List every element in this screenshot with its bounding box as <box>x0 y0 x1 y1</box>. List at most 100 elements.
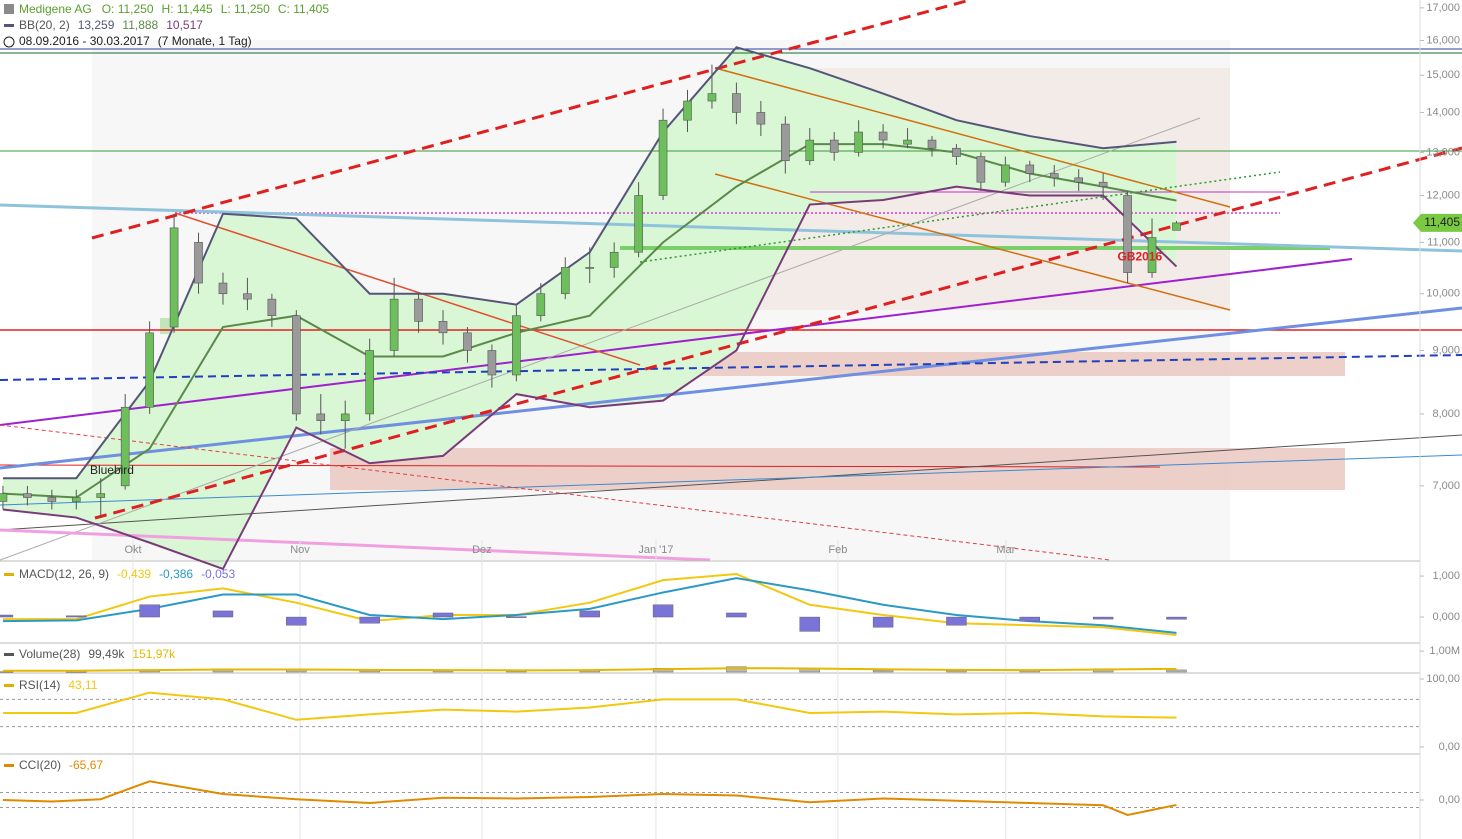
legend-text: CCI(20) -65,67 <box>19 758 103 772</box>
legend-swatch <box>4 573 14 576</box>
y-tick-label: 8,000 <box>1432 408 1460 420</box>
histogram-bar <box>1092 616 1114 620</box>
histogram-bar <box>579 610 600 618</box>
candle-body <box>194 242 203 284</box>
candle-body <box>365 350 374 415</box>
candle-body <box>976 156 986 183</box>
indicator-line <box>2 667 1177 672</box>
y-tick-label: 1,000 <box>1432 570 1460 582</box>
y-tick-label: 11,000 <box>1427 236 1460 248</box>
histogram-bar <box>946 670 967 673</box>
trend-line <box>0 258 1353 426</box>
y-tick-label: 0,000 <box>1432 611 1460 623</box>
candle-body <box>634 195 643 253</box>
x-tick-label: Okt <box>124 544 141 556</box>
legend-item: MACD(12, 26, 9) <box>19 567 109 581</box>
histogram-bar <box>506 616 527 618</box>
candle-body <box>903 139 912 145</box>
value: 11,888 <box>122 18 158 32</box>
y-tick-label: 9,000 <box>1432 344 1460 356</box>
icon <box>4 4 14 14</box>
candle-body <box>683 100 692 121</box>
legend-swatch <box>4 653 14 656</box>
header-line-3: 08.09.2016 - 30.03.2017 (7 Monate, 1 Tag) <box>19 34 252 48</box>
candle-body <box>463 332 472 351</box>
candle-body <box>1025 164 1035 174</box>
span: (7 Monate, 1 Tag) <box>158 34 252 48</box>
indicator-line <box>2 780 1177 817</box>
y-tick-label: 7,000 <box>1432 480 1460 492</box>
value: 13,259 <box>78 18 115 32</box>
candle-body <box>560 267 570 295</box>
candle-body <box>854 131 863 153</box>
legend-item: -0,053 <box>201 567 235 581</box>
histogram-bar <box>66 615 87 618</box>
trend-line <box>0 528 711 562</box>
indicator-line <box>2 691 1177 721</box>
candle-body <box>120 406 130 487</box>
candle-body <box>658 119 668 196</box>
candle-body <box>1001 164 1010 183</box>
candle-body <box>218 282 228 295</box>
h-line <box>0 464 1161 468</box>
y-tick-label: 17,000 <box>1426 2 1460 14</box>
candle-body <box>536 293 546 317</box>
legend-swatch <box>4 764 14 767</box>
symbol: Medigene AG <box>19 2 92 16</box>
y-tick-label: 16,000 <box>1426 34 1460 46</box>
y-tick-label: 14,000 <box>1426 106 1460 118</box>
histogram-bar <box>726 612 747 618</box>
candle-body <box>512 315 521 376</box>
histogram-bar <box>872 670 894 673</box>
trend-line <box>0 203 1462 253</box>
candle-body <box>47 497 57 502</box>
candle-body <box>1049 173 1059 179</box>
histogram-bar <box>946 616 967 626</box>
legend-text: Volume(28) 99,49k 151,97k <box>19 647 176 661</box>
ohlc: C: 11,405 <box>278 2 329 16</box>
histogram-bar <box>1166 616 1187 620</box>
legend-text: MACD(12, 26, 9) -0,439 -0,386 -0,053 <box>19 567 235 581</box>
candle-body <box>169 227 179 328</box>
histogram-bar <box>1019 616 1040 622</box>
candle-body <box>1123 195 1132 273</box>
candle-body <box>952 147 961 157</box>
current-price-label: 11,405 <box>1424 215 1460 229</box>
legend-item: 99,49k <box>88 647 125 661</box>
candle-body <box>243 293 252 300</box>
candle-body <box>781 123 790 162</box>
trend-line <box>94 146 1462 520</box>
x-tick-label: Mar <box>996 544 1015 556</box>
icon <box>4 24 14 27</box>
legend-item: Volume(28) <box>19 647 80 661</box>
channel-line <box>714 67 1231 208</box>
histogram-bar <box>359 616 380 624</box>
histogram-bar <box>726 666 747 673</box>
candle-body <box>805 139 815 162</box>
candle-body <box>414 298 423 322</box>
histogram-bar <box>432 612 454 618</box>
histogram-bar <box>1166 669 1187 673</box>
y-tick-label: 10,000 <box>1426 288 1460 300</box>
header: Medigene AG O: 11,250 H: 11,445 L: 11,250 C:… <box>3 2 329 48</box>
candle-body <box>23 493 32 498</box>
histogram-bar <box>799 616 820 632</box>
candle-body <box>1098 181 1108 187</box>
candle-body <box>292 315 301 415</box>
histogram-bar <box>286 616 307 626</box>
y-tick-label: 1,00M <box>1429 645 1460 657</box>
indicator-line <box>2 572 1177 637</box>
candle-body <box>829 139 839 153</box>
legend-item: 43,11 <box>68 678 97 692</box>
histogram-bar <box>0 614 14 618</box>
candle-body <box>145 332 154 408</box>
candle-body <box>585 267 595 269</box>
candle-body <box>487 350 497 376</box>
y-tick-label: 100,00 <box>1426 673 1460 685</box>
candle-body <box>1172 222 1181 231</box>
legend-item: -0,386 <box>159 567 193 581</box>
candle-body <box>878 131 888 141</box>
x-tick-label: Dez <box>472 544 492 556</box>
